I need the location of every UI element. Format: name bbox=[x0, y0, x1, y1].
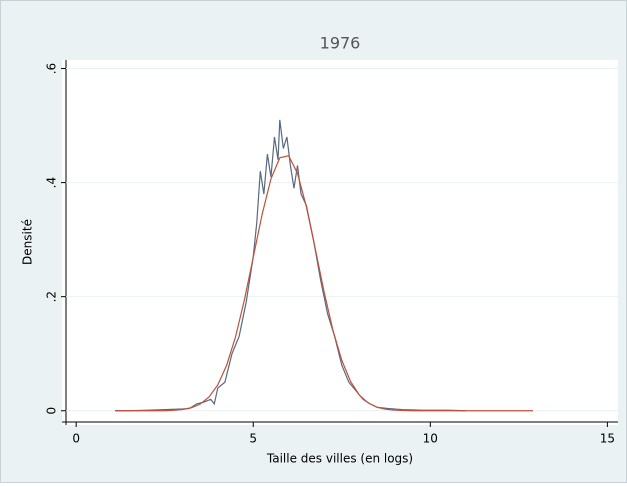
x-tick-label: 5 bbox=[249, 432, 257, 446]
plot-area bbox=[62, 60, 618, 425]
y-tick-label: 0 bbox=[45, 407, 59, 415]
y-tick-label: .2 bbox=[45, 291, 59, 302]
density-line bbox=[115, 155, 534, 412]
x-tick-label: 10 bbox=[423, 432, 438, 446]
x-axis-label: Taille des villes (en logs) bbox=[266, 452, 413, 466]
x-tick-label: 0 bbox=[72, 432, 80, 446]
y-axis-label: Densité bbox=[21, 219, 35, 265]
x-tick-label: 15 bbox=[600, 432, 615, 446]
y-tick-label: .6 bbox=[45, 63, 59, 74]
y-tick-label: .4 bbox=[45, 177, 59, 188]
chart-title: 1976 bbox=[320, 34, 361, 53]
